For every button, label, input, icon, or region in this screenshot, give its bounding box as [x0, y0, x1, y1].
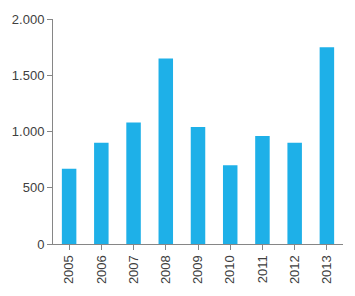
svg-text:1.500: 1.500	[12, 68, 45, 83]
svg-text:2007: 2007	[126, 255, 141, 284]
svg-text:2008: 2008	[158, 255, 173, 284]
svg-text:2011: 2011	[255, 255, 270, 283]
svg-text:2010: 2010	[222, 255, 237, 284]
svg-text:2005: 2005	[61, 255, 76, 284]
svg-text:2006: 2006	[94, 255, 109, 284]
svg-text:2.000: 2.000	[12, 12, 45, 27]
svg-text:2009: 2009	[190, 255, 205, 284]
svg-text:0: 0	[37, 237, 44, 252]
svg-text:2013: 2013	[319, 255, 334, 284]
svg-text:2012: 2012	[287, 255, 302, 284]
svg-text:1.000: 1.000	[12, 124, 45, 139]
svg-text:500: 500	[23, 180, 45, 195]
